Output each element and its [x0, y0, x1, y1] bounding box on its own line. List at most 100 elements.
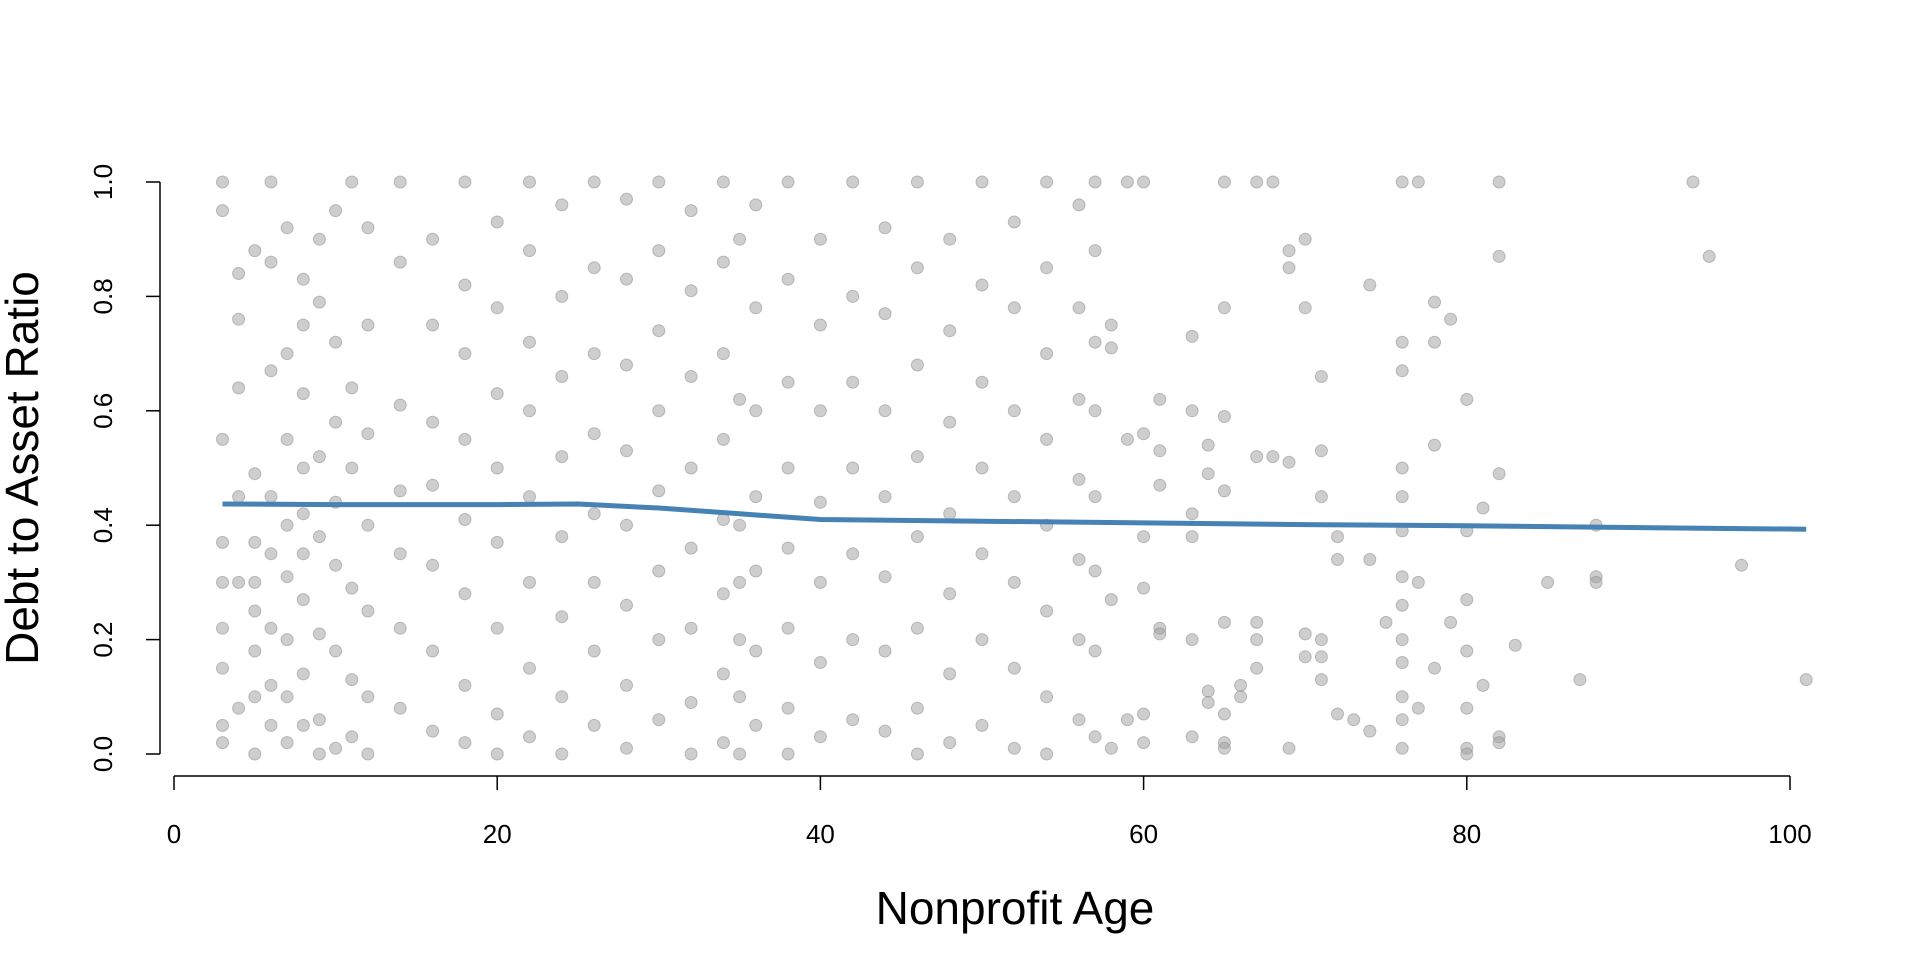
- data-point: [716, 347, 730, 361]
- data-point: [426, 558, 440, 572]
- data-point: [943, 736, 957, 750]
- data-point: [490, 215, 504, 229]
- data-point: [587, 507, 601, 521]
- data-point: [1282, 261, 1296, 275]
- data-point: [216, 736, 229, 750]
- data-point: [1217, 484, 1231, 498]
- data-point: [1379, 615, 1393, 629]
- data-point: [733, 392, 747, 406]
- data-point: [733, 633, 747, 647]
- y-tick-label: 1.0: [88, 164, 118, 200]
- data-point: [1314, 490, 1328, 504]
- data-point: [1395, 598, 1409, 612]
- data-point: [1395, 461, 1409, 475]
- data-point: [1104, 318, 1118, 332]
- data-point: [1347, 713, 1361, 727]
- data-point: [943, 232, 957, 246]
- data-point: [264, 490, 278, 504]
- data-point: [490, 387, 504, 401]
- data-point: [1492, 249, 1506, 263]
- data-point: [620, 192, 633, 206]
- data-point: [490, 707, 504, 721]
- data-point: [878, 221, 892, 235]
- data-point: [587, 175, 601, 189]
- data-point: [1007, 741, 1021, 755]
- data-point: [910, 747, 924, 761]
- data-point: [749, 718, 763, 732]
- data-point: [943, 415, 957, 429]
- data-point: [1395, 656, 1409, 669]
- data-point: [393, 398, 407, 412]
- data-point: [329, 644, 343, 658]
- data-point: [1589, 575, 1603, 589]
- data-point: [1298, 627, 1312, 641]
- data-point: [296, 318, 310, 332]
- x-tick-label: 0: [167, 819, 181, 849]
- data-point: [280, 518, 294, 532]
- y-axis-ticks: 0.0 0.2 0.4 0.6 0.8 1.0: [88, 164, 160, 772]
- data-point: [1250, 615, 1264, 629]
- data-point: [1266, 450, 1280, 464]
- x-tick-label: 40: [806, 819, 835, 849]
- data-point: [781, 541, 795, 555]
- data-point: [361, 747, 375, 761]
- data-point: [555, 450, 569, 464]
- data-point: [1040, 690, 1054, 704]
- data-point: [1282, 455, 1296, 469]
- data-point: [1460, 747, 1474, 761]
- data-point: [1799, 673, 1813, 687]
- data-point: [1007, 301, 1021, 315]
- data-point: [1395, 633, 1409, 647]
- data-point: [684, 204, 698, 218]
- data-point: [749, 301, 763, 315]
- data-point: [1072, 633, 1086, 647]
- data-point: [1314, 444, 1328, 458]
- data-point: [1395, 741, 1409, 755]
- data-point: [620, 518, 633, 532]
- data-point: [1137, 736, 1151, 750]
- data-point: [490, 747, 504, 761]
- data-point: [426, 232, 440, 246]
- data-point: [490, 301, 504, 315]
- data-point: [1476, 678, 1490, 692]
- data-point: [1250, 450, 1264, 464]
- data-point: [733, 747, 747, 761]
- data-point: [652, 713, 666, 727]
- data-point: [1314, 633, 1328, 647]
- data-point: [943, 667, 957, 681]
- data-point: [555, 198, 569, 212]
- data-point: [490, 621, 504, 635]
- data-point: [684, 284, 698, 298]
- data-point: [312, 627, 326, 641]
- data-point: [1217, 410, 1231, 423]
- data-point: [1492, 736, 1506, 750]
- data-point: [587, 347, 601, 361]
- data-point: [1460, 593, 1474, 607]
- data-point: [749, 564, 763, 578]
- data-point: [264, 547, 278, 561]
- data-point: [1088, 175, 1102, 189]
- data-point: [523, 335, 536, 349]
- data-point: [620, 741, 633, 755]
- data-point: [684, 370, 698, 383]
- data-point: [458, 278, 472, 292]
- data-point: [1460, 644, 1474, 658]
- data-point: [523, 244, 536, 258]
- data-point: [312, 747, 326, 761]
- data-point: [975, 547, 989, 561]
- data-point: [846, 289, 860, 303]
- data-point: [555, 747, 569, 761]
- data-point: [1331, 707, 1344, 721]
- data-point: [248, 644, 262, 658]
- data-point: [1201, 467, 1215, 481]
- data-point: [846, 547, 860, 561]
- data-point: [248, 467, 262, 481]
- data-point: [781, 621, 795, 635]
- data-point: [846, 633, 860, 647]
- data-point: [1331, 553, 1344, 566]
- data-point: [393, 484, 407, 498]
- data-point: [296, 272, 310, 286]
- data-point: [1411, 175, 1425, 189]
- data-point: [1217, 741, 1231, 755]
- data-point: [1411, 701, 1425, 715]
